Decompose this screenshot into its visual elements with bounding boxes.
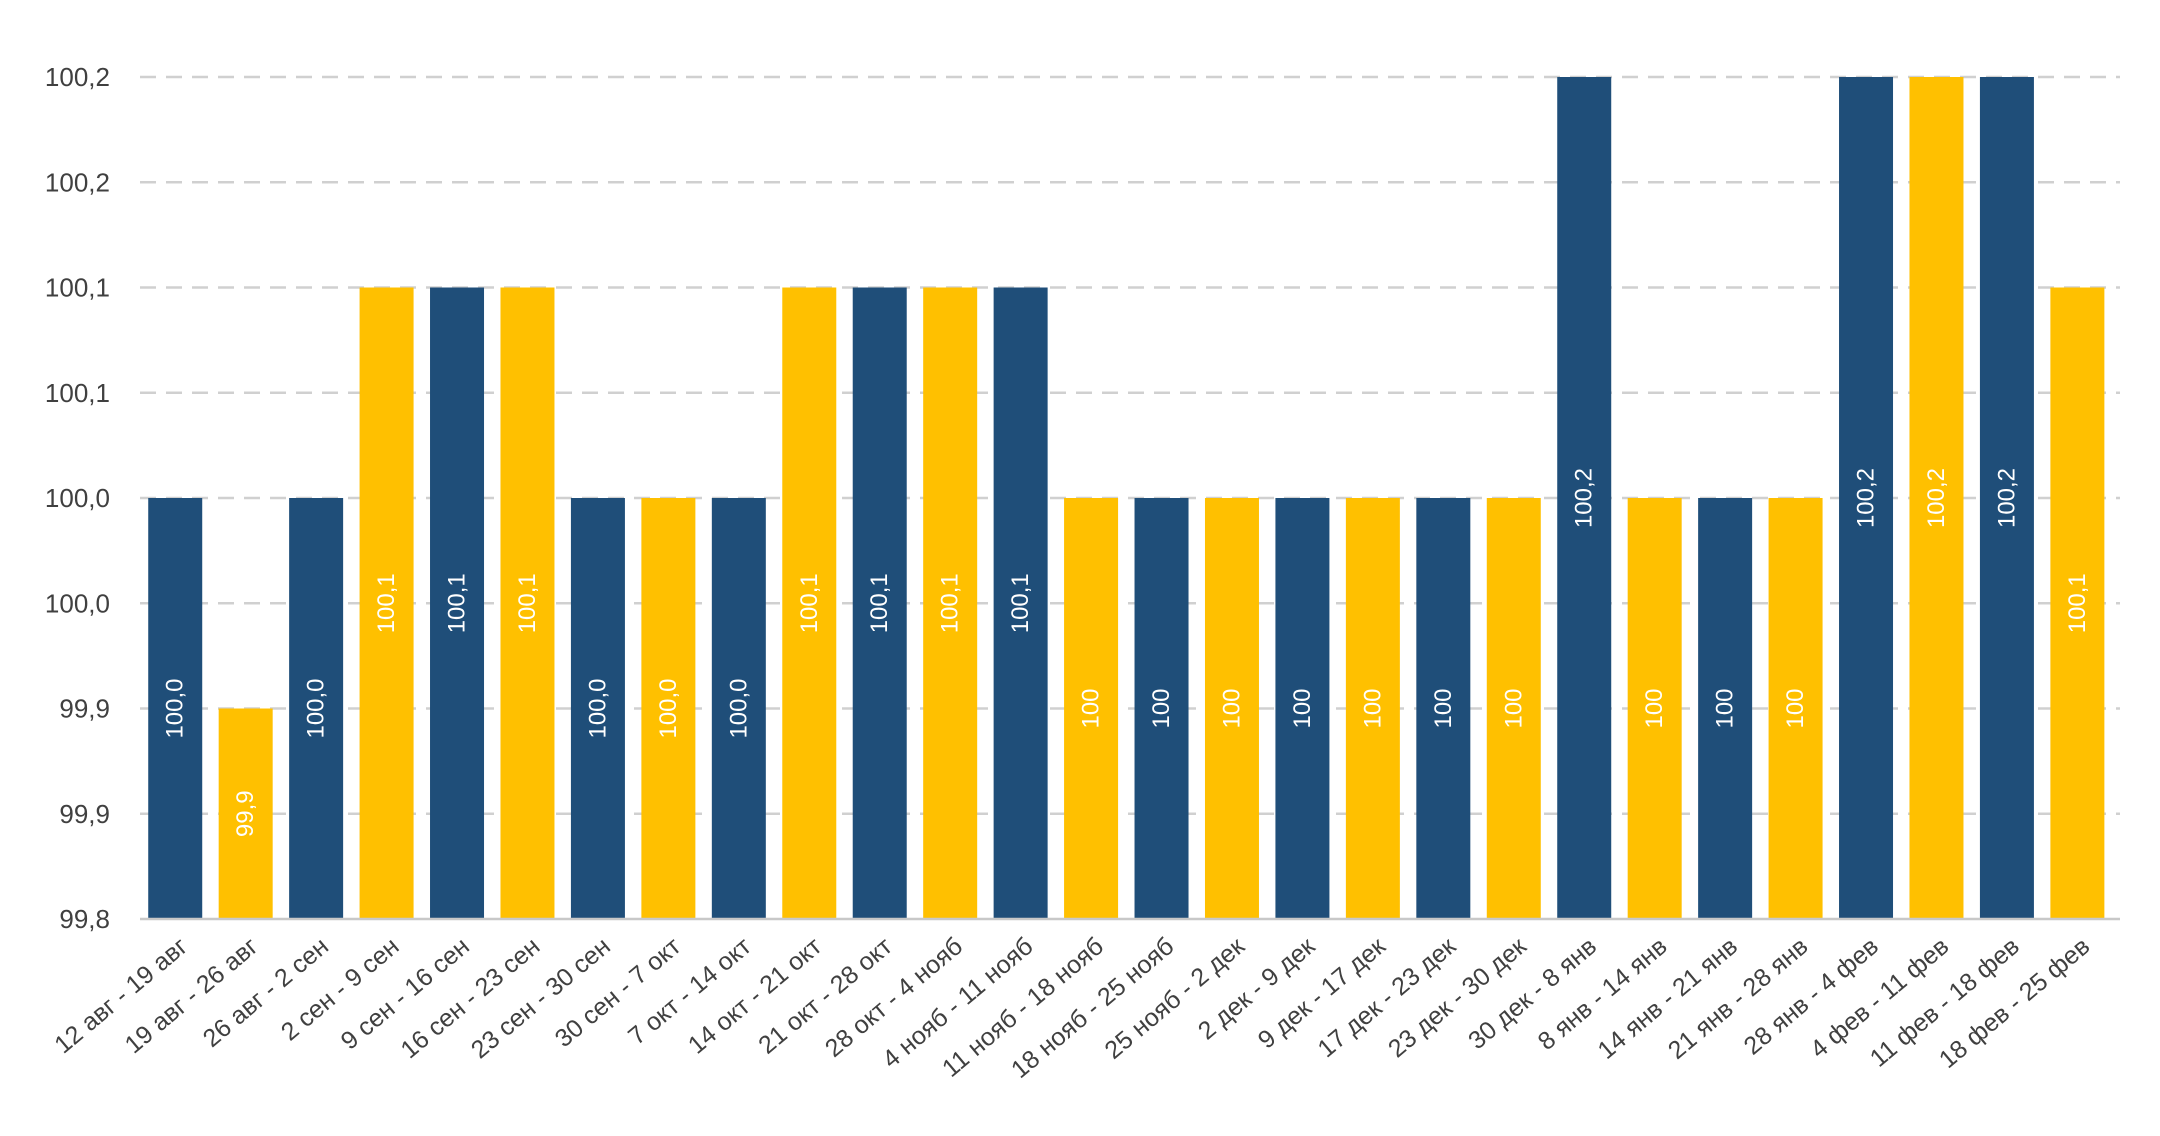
bar <box>500 287 555 919</box>
data-label: 100,0 <box>162 678 189 738</box>
bar <box>148 498 203 919</box>
bar <box>711 498 766 919</box>
data-label: 100 <box>1218 688 1245 728</box>
data-label: 100,1 <box>2064 573 2091 633</box>
bar <box>641 498 696 919</box>
data-label: 100,1 <box>373 573 400 633</box>
bar <box>1768 498 1823 919</box>
bar <box>430 287 485 919</box>
bar <box>1698 498 1753 919</box>
data-label: 100 <box>1712 688 1739 728</box>
data-label: 100,2 <box>1853 468 1880 528</box>
data-label: 100 <box>1430 688 1457 728</box>
bar <box>1839 77 1894 919</box>
data-label: 100 <box>1500 688 1527 728</box>
bars <box>148 77 2105 919</box>
bar <box>1627 498 1682 919</box>
bar <box>359 287 414 919</box>
data-label: 100,0 <box>584 678 611 738</box>
data-label: 100,1 <box>866 573 893 633</box>
data-label: 100,0 <box>725 678 752 738</box>
data-label: 100,0 <box>655 678 682 738</box>
bar <box>1275 498 1330 919</box>
bar <box>923 287 978 919</box>
y-tick-label: 99,8 <box>59 904 110 934</box>
data-label: 100,1 <box>937 573 964 633</box>
bar <box>1486 498 1541 919</box>
data-label: 100 <box>1148 688 1175 728</box>
y-axis-ticks: 99,8 99,9 99,9 100,0 100,0 100,1 100,1 100,2 100… <box>45 62 110 934</box>
bar <box>1557 77 1612 919</box>
y-tick-label: 100,0 <box>45 483 110 513</box>
data-labels: 100,0 99,9 100,0 100,1 100,1 100,1 100,0 100,0 1… <box>162 468 2091 837</box>
bar <box>570 498 625 919</box>
data-label: 100,0 <box>303 678 330 738</box>
y-tick-label: 100,0 <box>45 588 110 618</box>
bar <box>782 287 837 919</box>
y-tick-label: 99,9 <box>59 799 110 829</box>
data-label: 100,2 <box>1923 468 1950 528</box>
bar <box>289 498 344 919</box>
data-label: 100 <box>1289 688 1316 728</box>
bar <box>1416 498 1471 919</box>
bar <box>2050 287 2105 919</box>
y-tick-label: 100,1 <box>45 273 110 303</box>
y-tick-label: 100,1 <box>45 378 110 408</box>
bar <box>1979 77 2034 919</box>
data-label: 100 <box>1782 688 1809 728</box>
y-tick-label: 100,2 <box>45 167 110 197</box>
bar <box>218 708 273 919</box>
y-tick-label: 99,9 <box>59 694 110 724</box>
bar <box>1064 498 1119 919</box>
bar <box>993 287 1048 919</box>
data-label: 100,1 <box>514 573 541 633</box>
bar <box>1345 498 1400 919</box>
data-label: 100,1 <box>444 573 471 633</box>
data-label: 100,2 <box>1571 468 1598 528</box>
data-label: 100 <box>1078 688 1105 728</box>
data-label: 100,1 <box>1007 573 1034 633</box>
data-label: 100,1 <box>796 573 823 633</box>
data-label: 100 <box>1641 688 1668 728</box>
bar <box>1204 498 1259 919</box>
y-tick-label: 100,2 <box>45 62 110 92</box>
data-label: 99,9 <box>232 790 259 837</box>
bar <box>1134 498 1189 919</box>
data-label: 100,2 <box>1993 468 2020 528</box>
bar <box>852 287 907 919</box>
data-label: 100 <box>1359 688 1386 728</box>
bar <box>1909 77 1964 919</box>
